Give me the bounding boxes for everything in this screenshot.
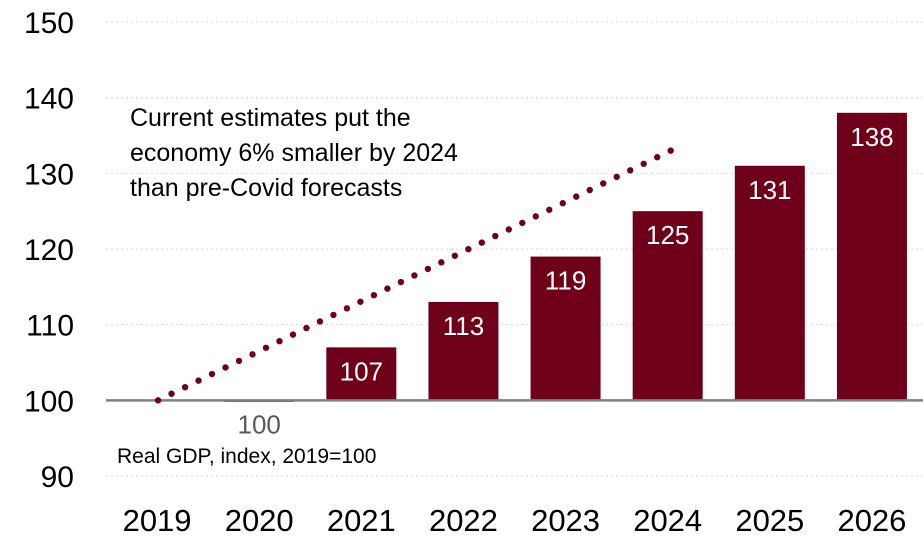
forecast-dot [384, 285, 391, 292]
forecast-dot [559, 200, 566, 207]
y-tick-150: 150 [24, 7, 74, 40]
forecast-dot [316, 318, 324, 325]
forecast-dot [600, 180, 607, 187]
forecast-dot [573, 193, 580, 200]
forecast-dot [208, 370, 216, 378]
x-tick-2024: 2024 [633, 503, 702, 537]
y-tick-110: 110 [26, 310, 74, 343]
forecast-dot [370, 291, 378, 299]
bar-2023 [530, 256, 601, 401]
forecast-dot [181, 383, 189, 391]
x-tick-2021: 2021 [327, 503, 396, 537]
data-label-2021: 107 [340, 356, 383, 386]
forecast-dot [586, 186, 593, 194]
annotation-text: Current estimates put the economy 6% sma… [130, 101, 458, 206]
y-axis-ticks: 90 100 110 120 130 140 150 [24, 7, 74, 494]
x-tick-2020: 2020 [225, 503, 294, 537]
bar-2021 [326, 347, 397, 401]
x-axis-ticks: 2019 2020 2021 2022 2023 2024 2025 2026 [123, 503, 907, 537]
forecast-dot [397, 278, 405, 286]
forecast-dot [492, 232, 499, 240]
x-tick-2019: 2019 [123, 503, 192, 537]
forecast-dot [667, 147, 674, 154]
forecast-dot [424, 265, 432, 273]
annotation-line-1: Current estimates put the [130, 104, 411, 132]
forecast-dot [532, 213, 539, 220]
x-tick-2026: 2026 [837, 503, 906, 537]
bar-2024 [632, 211, 703, 401]
forecast-dot [653, 154, 661, 161]
forecast-dot [154, 397, 162, 404]
forecast-dot [613, 173, 620, 181]
y-tick-130: 130 [24, 158, 74, 191]
forecast-dot [289, 331, 297, 338]
forecast-dot [478, 239, 486, 246]
forecast-dot [168, 390, 175, 397]
forecast-dot [519, 219, 526, 227]
x-tick-2025: 2025 [735, 503, 804, 537]
forecast-dot [451, 252, 459, 259]
annotation-line-2: economy 6% smaller by 2024 [130, 139, 458, 167]
annotation-line-3: than pre-Covid forecasts [130, 174, 403, 202]
data-label-2026: 138 [850, 122, 893, 152]
forecast-dot [222, 364, 229, 371]
data-label-2022: 113 [443, 311, 484, 341]
y-tick-120: 120 [24, 234, 74, 267]
forecast-dot [546, 206, 553, 213]
forecast-dot [235, 357, 243, 365]
forecast-dot [303, 324, 310, 332]
forecast-dot [438, 259, 445, 266]
forecast-dot [330, 311, 337, 319]
bar-data-labels: 100 107 113 119 125 131 138 [237, 122, 893, 440]
data-label-2020: 100 [237, 409, 280, 439]
forecast-dotted-line [154, 147, 674, 404]
y-tick-140: 140 [24, 83, 74, 116]
forecast-dot [640, 160, 647, 167]
forecast-dot [357, 298, 364, 305]
forecast-dot [627, 167, 634, 174]
bar-2022 [428, 301, 499, 401]
bar-2026 [836, 112, 907, 401]
forecast-dot [249, 351, 256, 358]
data-label-2023: 119 [545, 266, 586, 296]
forecast-dot [411, 272, 418, 279]
forecast-dot [465, 245, 472, 253]
forecast-dot [505, 226, 513, 233]
x-tick-2023: 2023 [531, 503, 600, 537]
chart-subtitle: Real GDP, index, 2019=100 [117, 445, 377, 468]
forecast-dot [276, 337, 283, 345]
data-label-2024: 125 [646, 220, 689, 250]
forecast-dot [262, 344, 270, 351]
forecast-dot [195, 377, 202, 384]
bars [224, 112, 907, 402]
forecast-dot [343, 305, 351, 312]
x-tick-2022: 2022 [429, 503, 498, 537]
y-tick-100: 100 [24, 385, 74, 418]
y-tick-90: 90 [41, 461, 74, 494]
data-label-2025: 131 [748, 175, 791, 205]
bar-2025 [734, 165, 805, 401]
